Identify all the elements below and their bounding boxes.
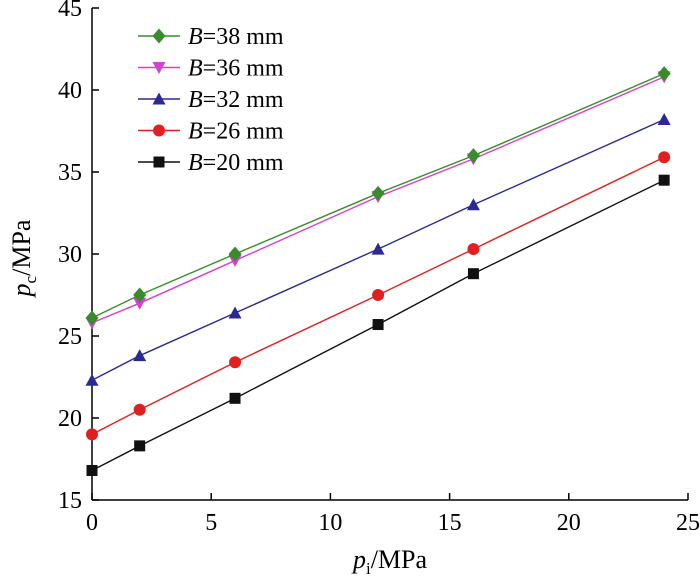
y-axis-title-var: p <box>7 283 36 298</box>
data-point <box>372 319 384 331</box>
x-tick-label: 5 <box>205 510 217 536</box>
legend-marker <box>152 92 166 105</box>
data-point <box>133 297 147 310</box>
series-line <box>91 72 665 319</box>
y-axis-title-unit: /MPa <box>7 219 36 276</box>
data-point <box>133 403 146 416</box>
data-point <box>134 440 146 452</box>
y-axis-title-sub: c <box>21 275 40 283</box>
series-line <box>91 76 665 324</box>
data-point <box>86 464 98 476</box>
legend-label-var: B <box>188 150 203 176</box>
legend-marker <box>152 62 166 74</box>
series-4 <box>86 174 670 476</box>
data-point <box>85 310 99 326</box>
legend-label-rest: =36 mm <box>203 56 284 82</box>
legend-label: B=20 mm <box>188 150 284 176</box>
legend-marker <box>152 28 166 44</box>
x-tick-label: 10 <box>318 510 342 536</box>
data-point <box>466 198 480 211</box>
legend-item: B=20 mm <box>138 150 284 176</box>
legend: B=38 mmB=36 mmB=32 mmB=26 mmB=20 mm <box>138 24 284 176</box>
legend-item: B=36 mm <box>138 56 284 82</box>
legend-label: B=36 mm <box>188 56 284 82</box>
y-tick-label: 30 <box>58 242 82 268</box>
data-point <box>133 287 147 303</box>
y-tick-label: 35 <box>58 160 82 186</box>
legend-label-var: B <box>188 119 203 145</box>
legend-item: B=26 mm <box>138 119 284 145</box>
legend-label: B=32 mm <box>188 87 284 113</box>
x-tick-label: 0 <box>86 510 98 536</box>
legend-label: B=26 mm <box>188 119 284 145</box>
data-point <box>228 306 242 319</box>
data-point <box>657 66 671 82</box>
y-tick-label: 45 <box>58 0 82 22</box>
legend-marker <box>153 124 165 137</box>
axes <box>91 8 688 501</box>
x-tick-label: 25 <box>676 510 700 536</box>
legend-item: B=32 mm <box>138 87 284 113</box>
data-point <box>658 174 670 186</box>
legend-label-var: B <box>188 56 203 82</box>
series-group <box>85 66 671 476</box>
y-tick-label: 40 <box>58 78 82 104</box>
data-point <box>86 428 98 441</box>
series-line <box>91 156 665 436</box>
data-point <box>133 349 147 362</box>
data-point <box>229 356 242 369</box>
data-point <box>371 242 385 255</box>
legend-label: B=38 mm <box>188 24 284 50</box>
series-line <box>91 179 665 472</box>
data-point <box>85 373 99 386</box>
series-line <box>91 118 665 381</box>
data-point <box>371 185 385 201</box>
series-3 <box>86 151 671 441</box>
legend-marker <box>153 156 165 168</box>
legend-item: B=38 mm <box>138 24 284 50</box>
series-0 <box>85 66 671 326</box>
data-point <box>229 392 241 404</box>
data-point <box>467 243 480 256</box>
x-axis-title-sub: i <box>366 559 371 578</box>
data-point <box>372 289 385 301</box>
legend-label-rest: =20 mm <box>203 150 284 176</box>
y-tick-label: 15 <box>58 488 82 514</box>
data-point <box>467 268 479 280</box>
x-tick-label: 15 <box>438 510 462 536</box>
x-ticks: 0 5 10 15 20 25 <box>86 493 700 536</box>
legend-label-rest: =38 mm <box>203 24 284 50</box>
x-tick-label: 20 <box>557 510 581 536</box>
series-2 <box>85 113 671 386</box>
legend-label-rest: =26 mm <box>203 119 284 145</box>
y-tick-label: 25 <box>58 324 82 350</box>
y-ticks: 15 20 25 30 35 40 45 <box>58 0 99 514</box>
data-point <box>228 246 242 262</box>
legend-label-var: B <box>188 87 203 113</box>
x-axis-title-unit: /MPa <box>371 545 428 574</box>
x-axis-title: pi/MPa <box>351 545 428 578</box>
legend-label-rest: =32 mm <box>203 87 284 113</box>
legend-label-var: B <box>188 24 203 50</box>
y-axis-title: pc/MPa <box>7 219 40 298</box>
data-point <box>657 113 671 126</box>
y-tick-label: 20 <box>58 406 82 432</box>
x-axis-title-var: p <box>351 545 366 574</box>
data-point <box>658 151 671 164</box>
data-point <box>466 148 480 164</box>
